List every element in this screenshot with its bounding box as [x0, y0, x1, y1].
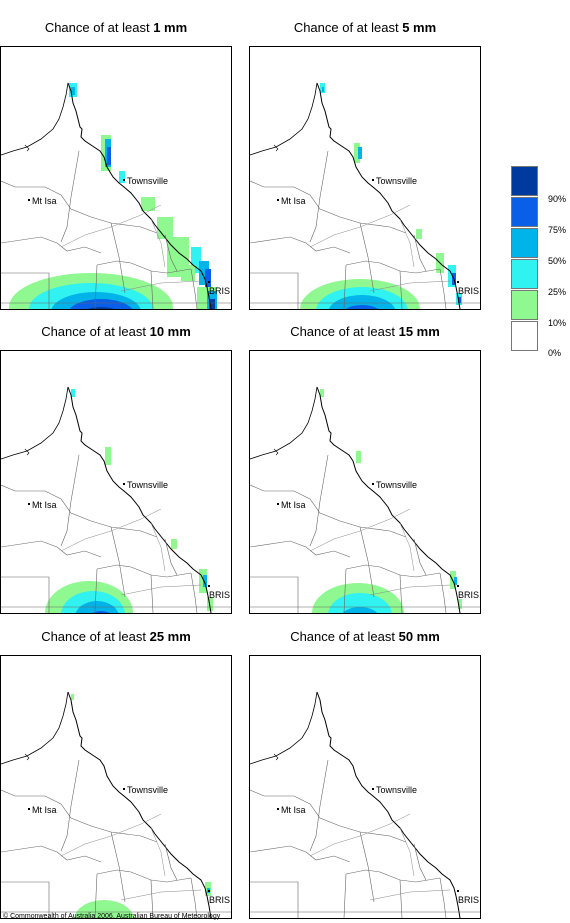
legend-swatch-90: [511, 166, 538, 196]
legend-label: 90%: [548, 194, 567, 204]
copyright-notice: © Commonwealth of Australia 2006, Austra…: [3, 913, 221, 920]
panel-title: Chance of at least 10 mm: [41, 324, 191, 339]
brisbane-label: BRIS: [458, 590, 479, 600]
rainfall-map: Townsville Mt Isa BRIS: [249, 46, 481, 310]
legend-label: 50%: [548, 256, 567, 266]
townsville-label: Townsville: [127, 176, 168, 186]
townsville-label: Townsville: [376, 480, 417, 490]
legend-label: 0%: [548, 348, 562, 358]
brisbane-label: BRIS: [458, 895, 479, 905]
panel-title: Chance of at least 15 mm: [290, 324, 440, 339]
legend-label: 25%: [548, 287, 567, 297]
panel-title: Chance of at least 5 mm: [293, 20, 437, 35]
panel-title: Chance of at least 1 mm: [44, 20, 188, 35]
panel-title: Chance of at least 50 mm: [290, 629, 440, 644]
townsville-label: Townsville: [376, 785, 417, 795]
legend-label: 10%: [548, 318, 567, 328]
mt-isa-label: Mt Isa: [281, 196, 306, 206]
rainfall-map: Townsville Mt Isa BRIS: [249, 655, 481, 919]
panel-title: Chance of at least 25 mm: [41, 629, 191, 644]
mt-isa-label: Mt Isa: [32, 500, 57, 510]
legend-swatch-10: [511, 290, 538, 320]
rainfall-map: Townsville Mt Isa BRIS: [0, 350, 232, 614]
mt-isa-label: Mt Isa: [32, 196, 57, 206]
legend-swatch-25: [511, 259, 538, 289]
legend-swatch-50: [511, 228, 538, 258]
mt-isa-label: Mt Isa: [32, 805, 57, 815]
legend-swatch-0: [511, 321, 538, 351]
rainfall-map: Townsville Mt Isa BRIS: [0, 46, 232, 310]
brisbane-label: BRIS: [458, 286, 479, 296]
townsville-label: Townsville: [376, 176, 417, 186]
brisbane-label: BRIS: [209, 286, 230, 296]
rainfall-map: Townsville Mt Isa BRIS: [0, 655, 232, 919]
townsville-label: Townsville: [127, 785, 168, 795]
rainfall-map: Townsville Mt Isa BRIS: [249, 350, 481, 614]
brisbane-label: BRIS: [209, 895, 230, 905]
townsville-label: Townsville: [127, 480, 168, 490]
mt-isa-label: Mt Isa: [281, 805, 306, 815]
mt-isa-label: Mt Isa: [281, 500, 306, 510]
legend-swatch-75: [511, 197, 538, 227]
legend-label: 75%: [548, 225, 567, 235]
brisbane-label: BRIS: [209, 590, 230, 600]
